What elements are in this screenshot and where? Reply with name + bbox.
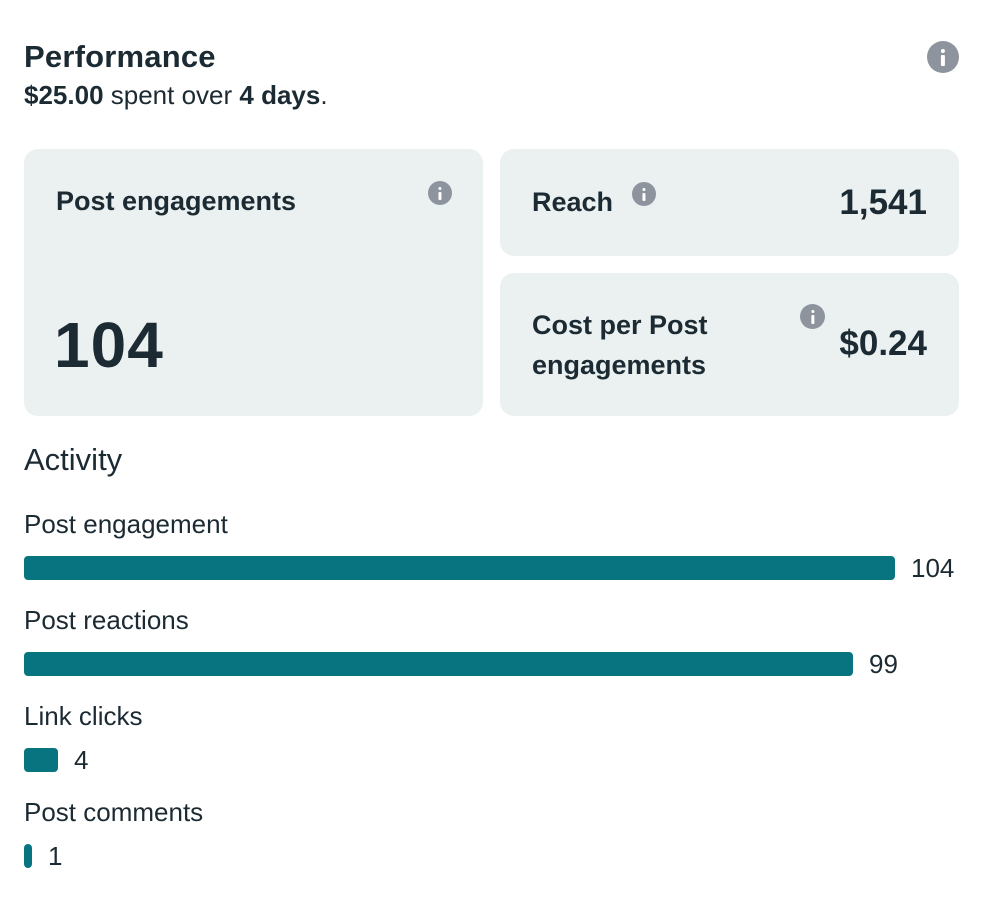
spend-text: spent over bbox=[103, 80, 240, 110]
card-label: Cost per Post engagements bbox=[532, 310, 708, 380]
metric-bar bbox=[24, 748, 58, 772]
spend-period: . bbox=[320, 80, 328, 110]
post-engagements-card: Post engagements 104 bbox=[24, 149, 483, 416]
card-label: Reach bbox=[532, 187, 614, 217]
spend-amount: $25.00 bbox=[24, 80, 104, 110]
metric-bar-row: 104 bbox=[24, 551, 960, 585]
card-value: 104 bbox=[54, 309, 164, 381]
activity-metric-post-engagement: Post engagement 104 bbox=[24, 507, 960, 585]
metric-value: 104 bbox=[911, 553, 955, 583]
metric-value: 99 bbox=[869, 649, 898, 679]
page-title: Performance bbox=[24, 39, 216, 74]
metric-bar-row: 1 bbox=[24, 839, 960, 873]
activity-metric-post-reactions: Post reactions 99 bbox=[24, 603, 960, 681]
performance-header: Performance $25.00 spent over 4 days. bbox=[24, 38, 960, 112]
metric-label: Link clicks bbox=[24, 701, 143, 731]
info-icon[interactable] bbox=[927, 41, 959, 73]
spend-summary: $25.00 spent over 4 days. bbox=[24, 78, 960, 112]
info-icon[interactable] bbox=[632, 182, 656, 206]
metric-label: Post reactions bbox=[24, 605, 189, 635]
metric-bar bbox=[24, 556, 895, 580]
metric-label: Post comments bbox=[24, 797, 204, 827]
metric-bar bbox=[24, 652, 853, 676]
info-icon[interactable] bbox=[800, 304, 825, 329]
spend-duration: 4 days bbox=[239, 80, 321, 110]
info-icon[interactable] bbox=[428, 181, 452, 205]
activity-heading: Activity bbox=[24, 442, 123, 477]
activity-metric-post-comments: Post comments 1 bbox=[24, 795, 960, 873]
metric-value: 4 bbox=[74, 745, 89, 775]
card-label: Post engagements bbox=[56, 186, 297, 216]
metric-bar bbox=[24, 844, 32, 868]
metric-value: 1 bbox=[48, 841, 63, 871]
card-value: $0.24 bbox=[839, 324, 927, 363]
metric-label: Post engagement bbox=[24, 509, 228, 539]
activity-metric-link-clicks: Link clicks 4 bbox=[24, 699, 960, 777]
reach-card: Reach 1,541 bbox=[500, 149, 959, 256]
cost-per-engagement-card: Cost per Post engagements $0.24 bbox=[500, 273, 959, 416]
metric-bar-row: 99 bbox=[24, 647, 960, 681]
metric-bar-row: 4 bbox=[24, 743, 960, 777]
card-value: 1,541 bbox=[839, 183, 927, 222]
